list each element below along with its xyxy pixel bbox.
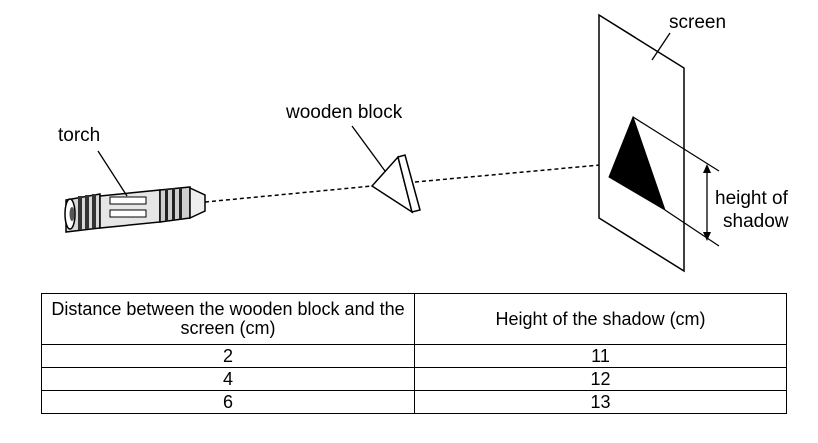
- torch-leader-line: [97, 150, 128, 197]
- cell-height: 13: [414, 390, 787, 414]
- table-row: 6 13: [41, 390, 787, 414]
- shadow-bottom-extension: [664, 209, 720, 247]
- light-path-block-to-screen: [414, 164, 601, 183]
- header-height: Height of the shadow (cm): [414, 293, 787, 345]
- wooden-block-prism: [370, 154, 421, 214]
- cell-distance: 4: [41, 367, 415, 391]
- cell-distance: 6: [41, 390, 415, 414]
- header-distance: Distance between the wooden block and th…: [41, 293, 415, 345]
- height-of-shadow-label-line2: shadow: [723, 211, 789, 232]
- shadow-triangle: [608, 115, 666, 212]
- torch-icon: [64, 186, 206, 233]
- height-arrowhead-bottom: [703, 232, 711, 241]
- screen-leader-line: [651, 32, 671, 61]
- screen-label: screen: [669, 12, 726, 33]
- height-arrowhead-top: [703, 164, 711, 173]
- wooden-block-leader-line: [351, 125, 386, 172]
- torch-label: torch: [58, 125, 100, 146]
- cell-distance: 2: [41, 344, 415, 368]
- results-table: Distance between the wooden block and th…: [41, 293, 787, 414]
- table-header-row: Distance between the wooden block and th…: [41, 293, 787, 345]
- light-path-torch-to-block: [204, 185, 373, 203]
- cell-height: 12: [414, 367, 787, 391]
- table-row: 2 11: [41, 344, 787, 368]
- table-row: 4 12: [41, 367, 787, 391]
- height-of-shadow-label-line1: height of: [715, 188, 789, 209]
- experiment-diagram: torch wooden block screen height of shad…: [58, 12, 789, 273]
- shadow-top-extension: [632, 116, 720, 172]
- cell-height: 11: [414, 344, 787, 368]
- wooden-block-label: wooden block: [285, 102, 403, 123]
